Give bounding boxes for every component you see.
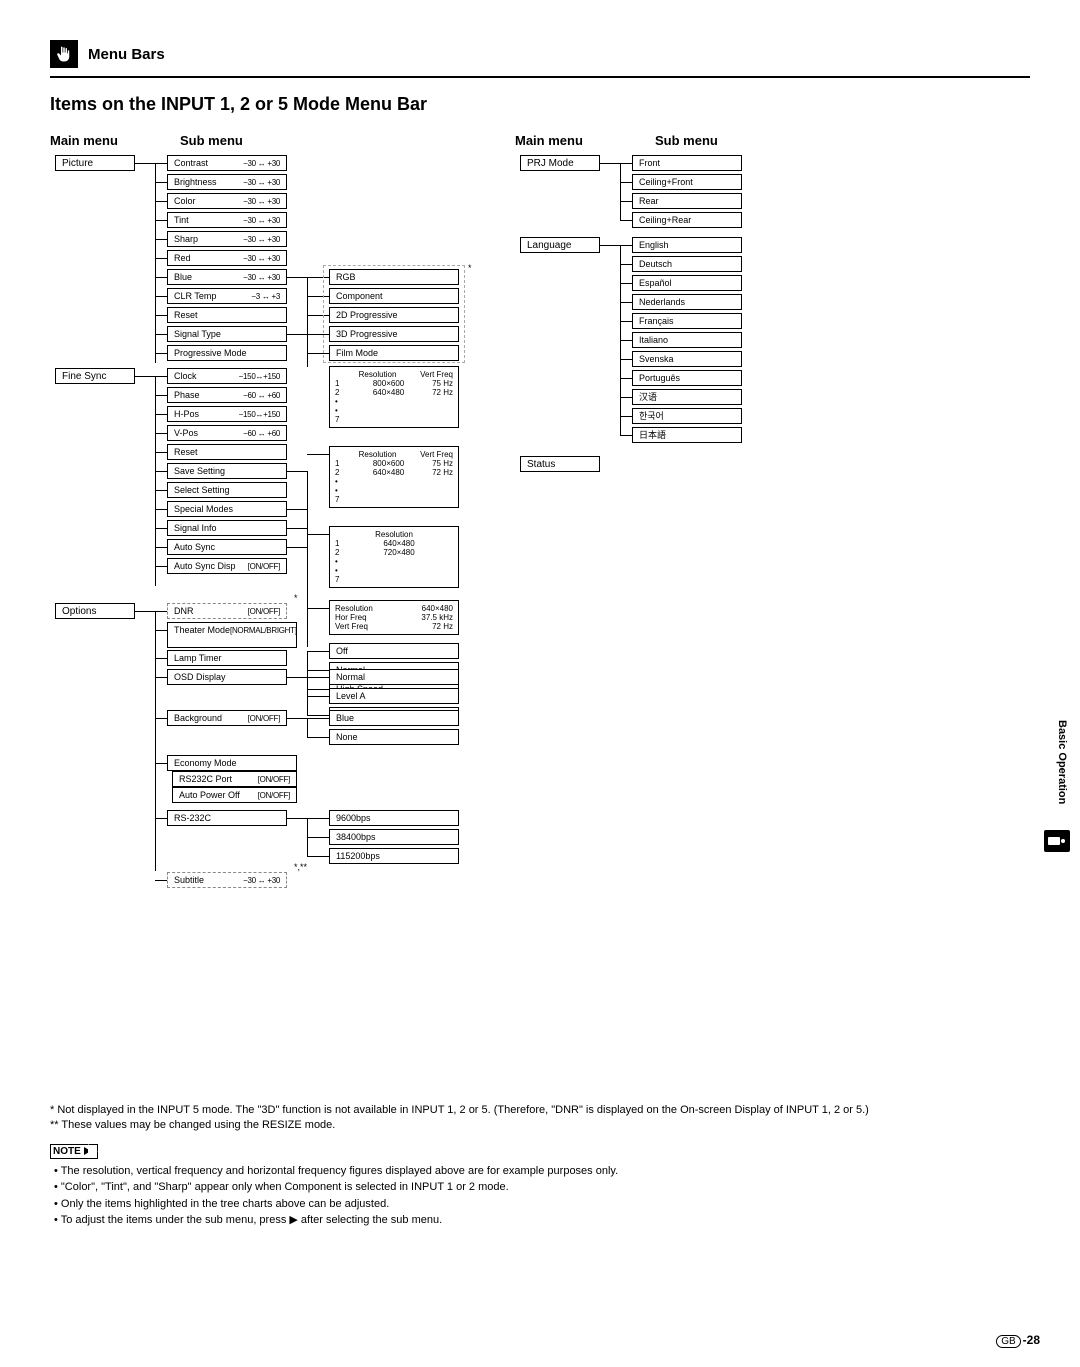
side-tab: Basic Operation [1056,720,1068,804]
page-header: Menu Bars [50,40,1030,68]
footnotes: * Not displayed in the INPUT 5 mode. The… [50,1103,1030,1134]
menu-diagram: Main menu Sub menu Main menu Sub menu Pi… [50,133,1030,1093]
col-sub2: Sub menu [655,133,718,148]
header-rule [50,76,1030,78]
notes-list: • The resolution, vertical frequency and… [50,1163,1030,1229]
side-remote-icon [1044,830,1070,852]
note-header: NOTE [50,1144,98,1159]
arrow-icon [84,1147,91,1155]
footnote-2: ** These values may be changed using the… [50,1118,1030,1133]
col-sub1: Sub menu [180,133,243,148]
footnote-1: * Not displayed in the INPUT 5 mode. The… [50,1103,1030,1118]
section-title: Items on the INPUT 1, 2 or 5 Mode Menu B… [50,94,1030,115]
col-main2: Main menu [515,133,583,148]
header-title: Menu Bars [88,46,165,63]
col-main1: Main menu [50,133,118,148]
hand-icon [50,40,78,68]
page-number: GB-28 [996,1333,1040,1347]
